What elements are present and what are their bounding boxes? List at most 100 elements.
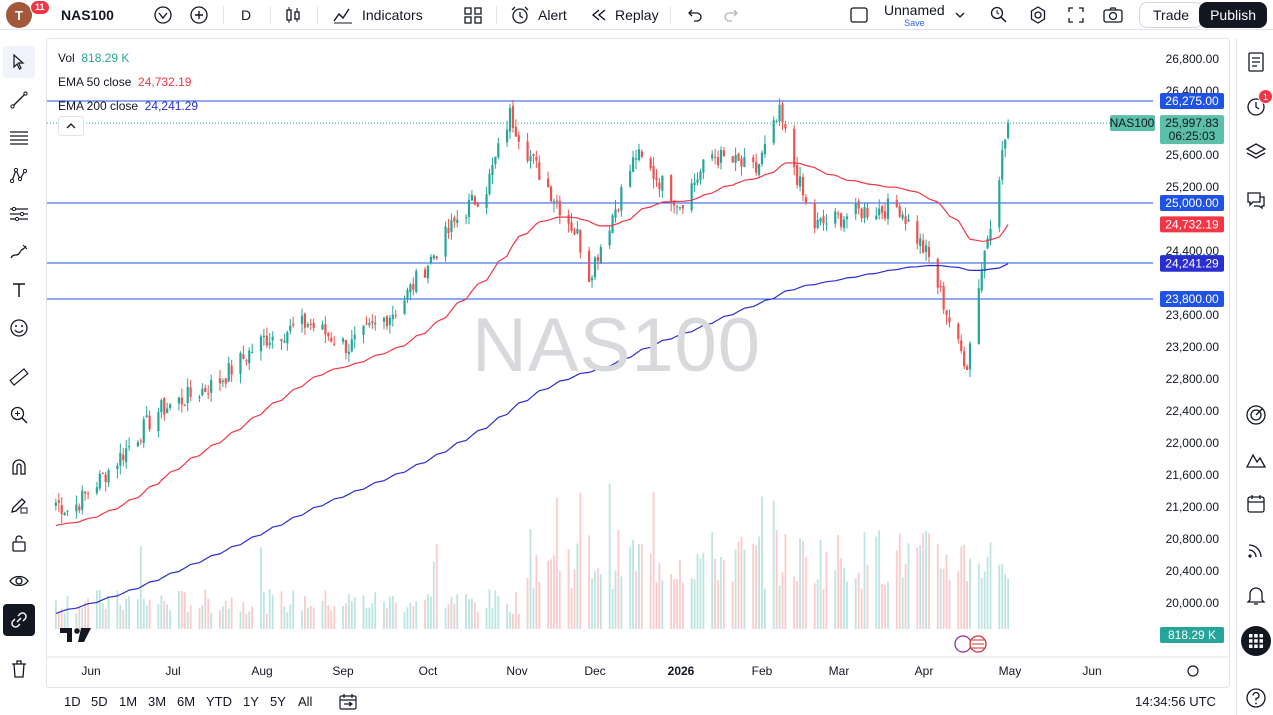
range-all[interactable]: All: [298, 694, 313, 709]
alert-button[interactable]: Alert: [509, 0, 567, 30]
range-5y[interactable]: 5Y: [270, 694, 286, 709]
candle-body: [945, 310, 948, 316]
trash-icon[interactable]: [3, 653, 35, 685]
notifications-bell-icon[interactable]: [1240, 579, 1272, 611]
link-icon[interactable]: [3, 604, 35, 636]
brush-icon[interactable]: [3, 236, 35, 268]
trend-line-icon[interactable]: [3, 84, 35, 116]
collapse-legend-button[interactable]: [58, 116, 84, 136]
watchlist-icon[interactable]: [1240, 46, 1272, 78]
help-icon[interactable]: [1240, 682, 1272, 714]
layouts-icon[interactable]: [463, 0, 483, 30]
range-1d[interactable]: 1D: [64, 694, 81, 709]
candle-body: [391, 314, 394, 320]
cursor-icon[interactable]: [3, 46, 35, 78]
candle-body: [737, 153, 740, 161]
layers-icon[interactable]: [1240, 136, 1272, 168]
volume-bar: [485, 608, 488, 629]
emoji-icon[interactable]: [3, 312, 35, 344]
apps-grid-icon[interactable]: [1240, 625, 1272, 657]
indicators-button[interactable]: Indicators: [332, 0, 423, 30]
candle-body: [406, 289, 409, 299]
volume-bar: [737, 541, 740, 629]
publish-button[interactable]: Publish: [1199, 2, 1267, 28]
eye-icon[interactable]: [3, 565, 35, 597]
candle-body: [681, 205, 684, 209]
text-icon[interactable]: [3, 274, 35, 306]
camera-icon[interactable]: [1102, 0, 1124, 30]
volume-bar: [386, 608, 388, 629]
magnet-icon[interactable]: [3, 451, 35, 483]
candle-body: [819, 218, 822, 222]
candle-body: [857, 201, 860, 209]
pencil-lock-icon[interactable]: [3, 489, 35, 521]
volume-bar: [183, 592, 186, 629]
candle-body: [775, 121, 778, 123]
add-symbol-icon[interactable]: [189, 0, 209, 30]
fib-retracement-icon[interactable]: [3, 122, 35, 154]
settings-gear-icon[interactable]: [1028, 0, 1048, 30]
candle-body: [242, 354, 245, 359]
prediction-icon[interactable]: [3, 198, 35, 230]
candle-body: [148, 415, 151, 430]
volume-bar: [617, 529, 620, 629]
range-ytd[interactable]: YTD: [206, 694, 232, 709]
volume-bar: [450, 596, 453, 629]
chart-pane[interactable]: 26,800.00 26,400.00 25,600.00 25,200.00 24,4…: [46, 38, 1230, 688]
signal-stream-icon[interactable]: [1240, 534, 1272, 566]
fullscreen-icon[interactable]: [1066, 0, 1086, 30]
range-1m[interactable]: 1M: [119, 694, 138, 709]
user-avatar[interactable]: T 11: [6, 0, 50, 28]
candle-body: [699, 171, 702, 181]
layout-name[interactable]: Unnamed Save: [884, 0, 945, 30]
candle-body: [177, 397, 181, 404]
trade-button[interactable]: Trade: [1139, 2, 1204, 28]
volume-bar: [558, 570, 561, 629]
ema200-legend[interactable]: EMA 200 close 24,241.29: [58, 94, 198, 118]
target-icon[interactable]: [1240, 399, 1272, 431]
symbol-search[interactable]: NAS100: [61, 0, 114, 30]
redo-icon[interactable]: [723, 0, 741, 30]
quick-search-icon[interactable]: [989, 0, 1009, 30]
ema50-legend[interactable]: EMA 50 close 24,732.19: [58, 70, 198, 94]
ideas-icon[interactable]: [1240, 444, 1272, 476]
utc-clock[interactable]: 14:34:56 UTC: [1135, 694, 1216, 709]
range-6m[interactable]: 6M: [177, 694, 196, 709]
range-1y[interactable]: 1Y: [243, 694, 259, 709]
layout-dropdown-icon[interactable]: [953, 0, 967, 30]
candle-body: [321, 324, 324, 330]
range-5d[interactable]: 5D: [91, 694, 108, 709]
layout-save-status: Save: [904, 18, 925, 28]
chat-icon[interactable]: [1240, 184, 1272, 216]
volume-bar: [327, 605, 330, 629]
undo-icon[interactable]: [685, 0, 703, 30]
volume-bar: [186, 611, 189, 629]
candle-body: [793, 128, 796, 168]
volume-bar: [635, 571, 637, 629]
symbol-menu-icon[interactable]: [153, 0, 173, 30]
candle-body: [696, 179, 699, 183]
tradingview-logo-icon[interactable]: [60, 627, 92, 648]
zoom-icon[interactable]: [3, 399, 35, 431]
candles-icon[interactable]: [284, 0, 302, 30]
ema50-line: [55, 162, 1009, 527]
alerts-clock-icon[interactable]: [1240, 90, 1272, 122]
volume-bar: [383, 601, 385, 629]
pattern-icon[interactable]: [3, 160, 35, 192]
candle-body: [160, 400, 163, 413]
calendar-icon[interactable]: [1240, 488, 1272, 520]
layout-square-icon[interactable]: [849, 0, 869, 30]
volume-legend[interactable]: Vol 818.29 K: [58, 46, 198, 70]
candle-body: [752, 157, 755, 162]
lock-icon[interactable]: [3, 527, 35, 559]
candle-body: [834, 211, 837, 224]
interval-button[interactable]: D: [241, 0, 251, 30]
price-chart[interactable]: 26,800.0026,400.0025,600.0025,200.0024,4…: [47, 39, 1230, 688]
symbol-name: NAS100: [61, 7, 114, 23]
range-3m[interactable]: 3M: [148, 694, 167, 709]
replay-button[interactable]: Replay: [590, 0, 659, 30]
layout-name-label: Unnamed: [884, 2, 945, 18]
candle-body: [403, 300, 406, 314]
ruler-icon[interactable]: [3, 361, 35, 393]
date-range-icon[interactable]: [337, 693, 359, 714]
